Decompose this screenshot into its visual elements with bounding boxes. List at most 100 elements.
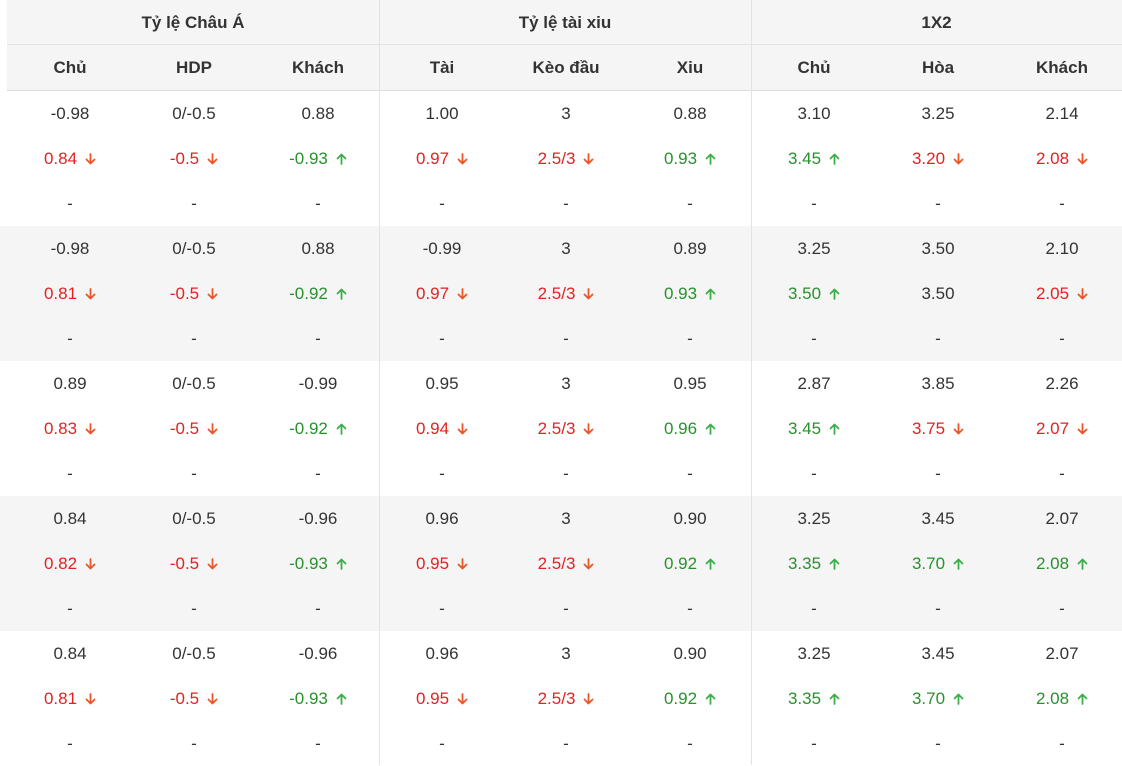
live-odds-cell: 0.83	[8, 406, 132, 451]
group-header-row: Tỷ lệ Châu Á Tỷ lệ tài xiu 1X2	[0, 0, 1122, 45]
arrow-up-icon	[1077, 558, 1088, 570]
opening-odds-cell: 3	[561, 104, 571, 123]
placeholder-cell: -	[1059, 194, 1065, 213]
arrow-up-icon	[705, 153, 716, 165]
opening-odds-cell: 0.88	[301, 239, 335, 258]
placeholder-cell: -	[439, 329, 445, 348]
live-odds-cell: 3.70	[876, 676, 1000, 721]
placeholder-cell: -	[935, 329, 941, 348]
arrow-down-icon	[85, 153, 96, 165]
live-odds-cell: 0.97	[380, 136, 504, 181]
placeholder-cell: -	[315, 599, 321, 618]
live-odds-value: -0.5	[169, 554, 200, 573]
placeholder-cell: -	[687, 464, 693, 483]
live-odds-value: 2.08	[1035, 149, 1070, 168]
opening-odds-cell: 2.07	[1045, 509, 1079, 528]
live-odds-cell: 3.75	[876, 406, 1000, 451]
live-odds-value: 3.75	[911, 419, 946, 438]
arrow-up-icon	[829, 423, 840, 435]
column-header: Khách	[292, 58, 344, 77]
placeholder-cell: -	[67, 734, 73, 753]
arrow-down-icon	[457, 558, 468, 570]
placeholder-cell: -	[811, 464, 817, 483]
opening-odds-cell: 0.96	[425, 644, 459, 663]
live-odds-value: 2.08	[1035, 689, 1070, 708]
arrow-up-icon	[336, 423, 347, 435]
placeholder-cell: -	[935, 599, 941, 618]
placeholder-cell: -	[811, 194, 817, 213]
live-odds-value: 0.94	[415, 419, 450, 438]
live-odds-value: 3.50	[921, 284, 955, 303]
arrow-up-icon	[829, 288, 840, 300]
live-odds-value: 2.08	[1035, 554, 1070, 573]
live-odds-cell: 0.94	[380, 406, 504, 451]
placeholder-line: ---------	[0, 721, 1122, 766]
opening-odds-cell: 2.26	[1045, 374, 1079, 393]
live-odds-value: 3.20	[911, 149, 946, 168]
opening-odds-cell: 0/-0.5	[172, 104, 216, 123]
placeholder-line: ---------	[0, 316, 1122, 361]
opening-odds-cell: 3.50	[921, 239, 955, 258]
live-odds-cell: -0.92	[256, 406, 380, 451]
opening-odds-cell: 0/-0.5	[172, 239, 216, 258]
arrow-down-icon	[584, 693, 594, 705]
live-odds-cell: 3.45	[752, 136, 876, 181]
live-odds-value: 0.84	[43, 149, 78, 168]
opening-odds-cell: 3.10	[797, 104, 831, 123]
live-odds-value: 3.45	[787, 149, 822, 168]
opening-odds-cell: 0.89	[53, 374, 87, 393]
live-odds-value: 0.92	[663, 689, 698, 708]
live-odds-value: 3.70	[911, 554, 946, 573]
group-header-over-under: Tỷ lệ tài xiu	[518, 13, 612, 32]
arrow-down-icon	[584, 153, 594, 165]
live-odds-value: 0.95	[415, 554, 450, 573]
opening-odds-line: 0.84 0/-0.5 -0.96 0.96 3 0.90 3.25 3.45 2.07	[0, 631, 1122, 676]
column-header: Chủ	[53, 58, 87, 77]
column-header: HDP	[176, 58, 212, 77]
arrow-up-icon	[336, 288, 347, 300]
placeholder-cell: -	[315, 464, 321, 483]
group-header-1x2: 1X2	[921, 13, 952, 32]
live-odds-cell: 3.45	[752, 406, 876, 451]
live-odds-value: -0.5	[169, 149, 200, 168]
arrow-up-icon	[953, 693, 964, 705]
live-odds-value: 3.70	[911, 689, 946, 708]
arrow-up-icon	[953, 558, 964, 570]
live-odds-value: 2.5/3	[537, 689, 576, 708]
live-odds-cell: 3.35	[752, 541, 876, 586]
opening-odds-cell: -0.96	[298, 509, 338, 528]
placeholder-line: ---------	[0, 451, 1122, 496]
live-odds-cell: 0.97	[380, 271, 504, 316]
live-odds-cell: 0.84	[8, 136, 132, 181]
opening-odds-cell: 0/-0.5	[172, 644, 216, 663]
odds-row: 0.84 0/-0.5 -0.96 0.96 3 0.90 3.25 3.45 2.07 0.82…	[0, 496, 1122, 631]
opening-odds-cell: 3.45	[921, 644, 955, 663]
opening-odds-cell: 0.95	[673, 374, 707, 393]
column-header-row: Chủ HDP Khách Tài Kèo đầu Xiu Chủ Hòa Khách	[0, 45, 1122, 91]
live-odds-cell: 0.93	[628, 136, 752, 181]
live-odds-value: 2.5/3	[537, 149, 576, 168]
live-odds-value: 0.97	[415, 149, 450, 168]
live-odds-cell: 0.92	[628, 541, 752, 586]
opening-odds-cell: 3	[561, 509, 571, 528]
placeholder-cell: -	[563, 329, 569, 348]
live-odds-value: 0.82	[43, 554, 78, 573]
live-odds-cell: 0.96	[628, 406, 752, 451]
arrow-down-icon	[584, 423, 594, 435]
live-odds-cell: 2.5/3	[504, 406, 628, 451]
live-odds-line: 0.81 -0.5 -0.92 0.97 2.5/3 0.93 3.50 3.50 2.05	[0, 271, 1122, 316]
live-odds-cell: 0.82	[8, 541, 132, 586]
placeholder-cell: -	[439, 194, 445, 213]
opening-odds-cell: 0.84	[53, 509, 87, 528]
arrow-down-icon	[457, 693, 468, 705]
arrow-up-icon	[336, 693, 347, 705]
opening-odds-cell: 3.25	[921, 104, 955, 123]
arrow-down-icon	[457, 423, 468, 435]
odds-row: 0.84 0/-0.5 -0.96 0.96 3 0.90 3.25 3.45 2.07 0.81…	[0, 631, 1122, 766]
live-odds-value: 0.83	[43, 419, 78, 438]
live-odds-cell: -0.5	[132, 271, 256, 316]
arrow-down-icon	[207, 558, 218, 570]
live-odds-value: 2.05	[1035, 284, 1070, 303]
arrow-down-icon	[1077, 423, 1088, 435]
live-odds-cell: -0.93	[256, 136, 380, 181]
